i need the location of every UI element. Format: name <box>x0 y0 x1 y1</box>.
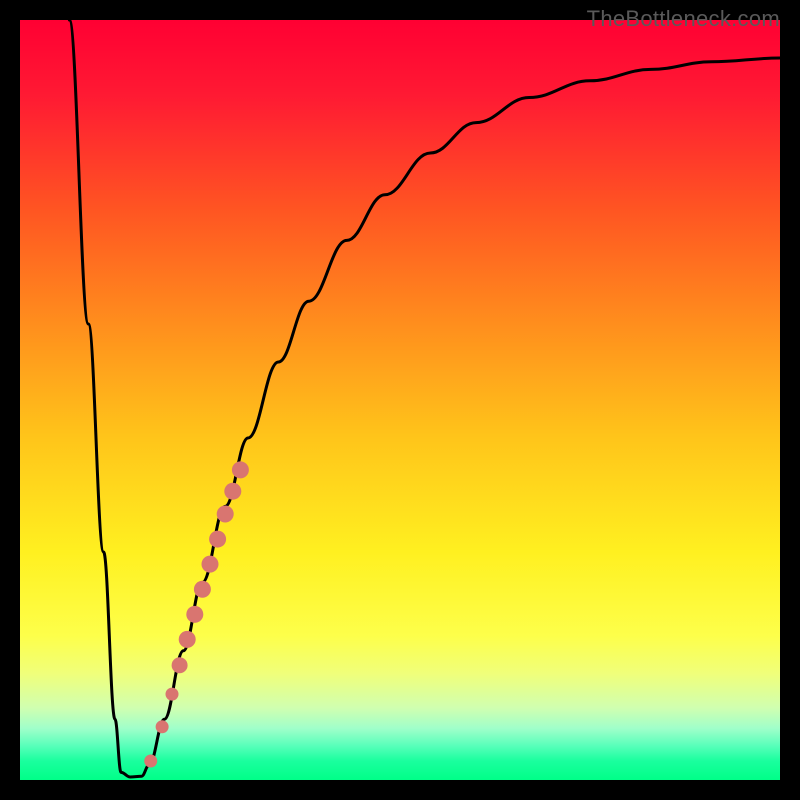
bottleneck-plot <box>20 20 780 780</box>
data-marker <box>156 720 169 733</box>
plot-svg <box>20 20 780 780</box>
data-marker <box>209 531 226 548</box>
data-marker <box>202 556 219 573</box>
watermark-label: TheBottleneck.com <box>587 6 780 32</box>
data-marker <box>179 631 196 648</box>
data-marker <box>217 506 234 523</box>
gradient-background <box>20 20 780 780</box>
data-marker <box>194 581 211 598</box>
data-marker <box>232 461 249 478</box>
data-marker <box>144 755 157 768</box>
data-marker <box>166 688 179 701</box>
chart-container: TheBottleneck.com <box>0 0 800 800</box>
data-marker <box>186 606 203 623</box>
data-marker <box>224 483 241 500</box>
data-marker <box>172 657 188 673</box>
